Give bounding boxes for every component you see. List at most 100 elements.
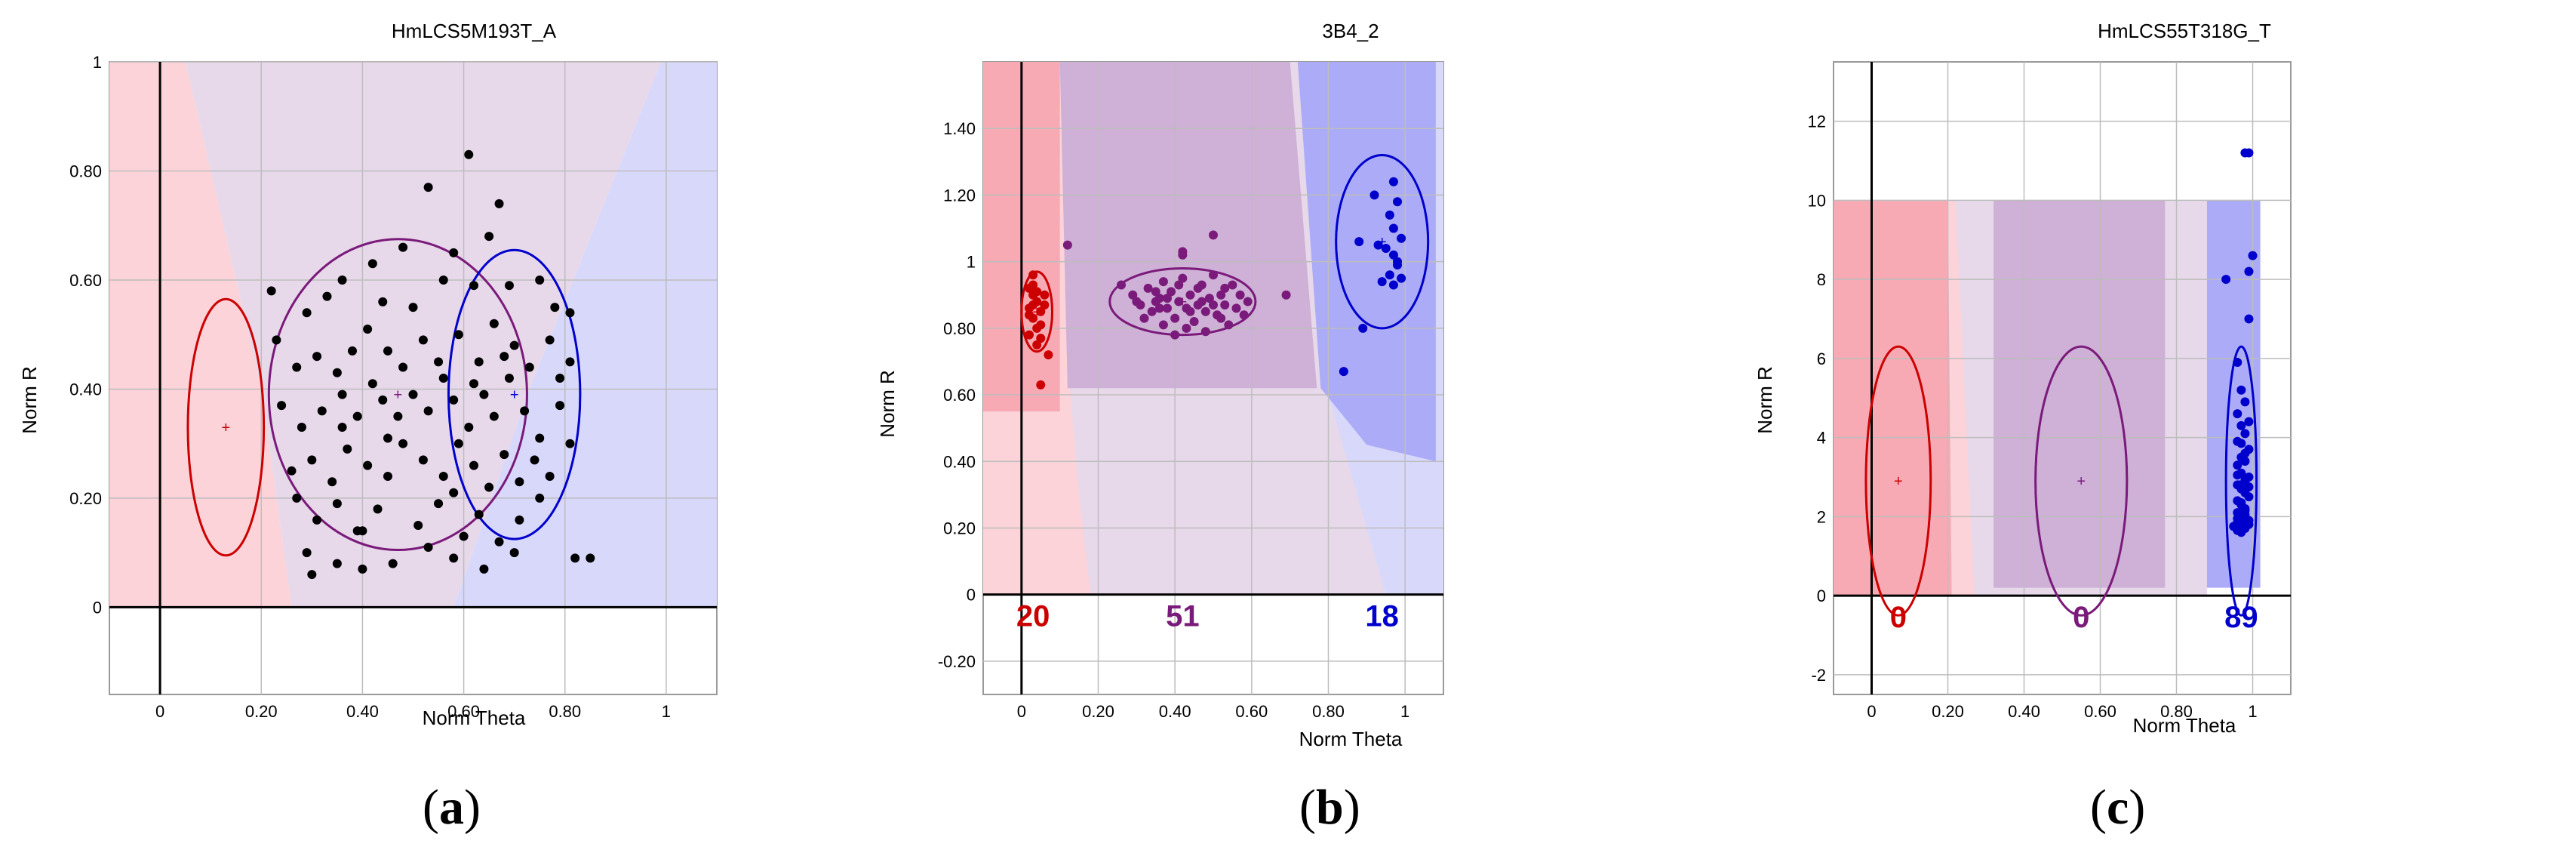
- data-point-black: [358, 526, 367, 536]
- cluster-count-blue: 89: [2224, 601, 2258, 634]
- data-point-black: [469, 281, 478, 291]
- data-point-blue: [2236, 420, 2246, 430]
- x-tick-label: 0.20: [1082, 702, 1114, 721]
- data-point-purple: [1209, 270, 1218, 280]
- y-tick-label: 4: [1817, 429, 1826, 448]
- data-point-blue: [1397, 273, 1406, 283]
- data-point-purple: [1209, 300, 1218, 309]
- data-point-red: [1032, 287, 1042, 297]
- data-point-purple: [1167, 287, 1176, 297]
- y-tick-label: 0.60: [69, 271, 102, 290]
- data-point-black: [423, 542, 433, 552]
- data-point-blue: [1388, 223, 1398, 233]
- purple-region: [109, 62, 662, 608]
- data-point-black: [423, 406, 433, 416]
- data-point-purple: [1158, 277, 1168, 287]
- data-point-purple: [1220, 300, 1230, 309]
- cluster-count-red: 0: [1890, 601, 1907, 634]
- data-point-blue: [2240, 506, 2250, 516]
- y-tick-label: 12: [1808, 112, 1826, 131]
- chart-panel-c: 0 0.20 0.40 0.60 0.80 1 -2 0 2 4 6 8 10 12 HmLCS55T318…: [1754, 20, 2292, 737]
- data-point-black: [449, 488, 459, 497]
- data-point-black: [337, 390, 347, 399]
- data-point-purple: [1281, 290, 1291, 300]
- data-point-black: [383, 472, 392, 482]
- y-axis-label: Norm R: [1754, 366, 1776, 434]
- data-point-black: [302, 308, 312, 318]
- cluster-count-purple: 0: [2073, 601, 2089, 634]
- data-point-blue: [1385, 270, 1394, 280]
- data-point-blue: [1377, 277, 1387, 287]
- data-point-purple: [1170, 330, 1180, 340]
- data-point-red: [1028, 280, 1038, 290]
- data-point-black: [398, 362, 408, 372]
- data-point-purple: [1158, 320, 1168, 330]
- data-point-blue: [2244, 417, 2254, 426]
- data-point-black: [438, 472, 448, 482]
- x-tick-label: 1: [662, 702, 671, 721]
- data-point-black: [383, 433, 392, 443]
- data-point-black: [343, 444, 352, 454]
- data-point-black: [332, 368, 342, 377]
- data-point-black: [277, 401, 287, 411]
- cluster-ellipse-purple: [2034, 345, 2129, 617]
- y-tick-label: 0: [967, 586, 976, 605]
- data-point-black: [332, 499, 342, 509]
- data-point-blue: [1393, 257, 1402, 266]
- data-point-black: [438, 275, 448, 285]
- panel-label-c: c: [2106, 780, 2129, 835]
- cluster-center-marker: +: [394, 387, 403, 404]
- data-point-purple: [1170, 313, 1180, 323]
- data-point-black: [302, 548, 312, 558]
- blue-region: [453, 62, 717, 608]
- data-point-black: [418, 455, 428, 465]
- x-tick-label: 0: [1867, 702, 1876, 721]
- data-point-black: [469, 379, 478, 389]
- data-point-purple: [1209, 230, 1218, 240]
- purple-region-core: [1059, 62, 1317, 389]
- cluster-ellipse-purple: [267, 238, 528, 552]
- data-point-blue: [2221, 275, 2231, 285]
- data-point-purple: [1132, 297, 1142, 306]
- data-point-black: [524, 362, 534, 372]
- y-tick-label: 10: [1808, 191, 1826, 210]
- data-point-blue: [2248, 251, 2258, 260]
- data-point-black: [363, 324, 373, 334]
- data-point-black: [398, 439, 408, 448]
- data-point-black: [535, 493, 545, 503]
- data-point-black: [367, 259, 377, 269]
- data-point-purple: [1117, 280, 1126, 290]
- x-axis-label: Norm Theta: [2133, 714, 2236, 737]
- data-point-black: [565, 357, 575, 367]
- data-point-black: [434, 357, 444, 367]
- x-tick-label: 0.60: [1235, 702, 1268, 721]
- data-point-black: [474, 510, 484, 519]
- data-point-blue: [2236, 385, 2246, 395]
- data-point-black: [413, 521, 423, 531]
- data-point-black: [545, 472, 555, 482]
- cluster-ellipse-red: [1020, 270, 1053, 353]
- data-point-purple: [1154, 303, 1164, 313]
- data-point-red: [1025, 330, 1034, 340]
- data-point-blue: [2244, 148, 2254, 158]
- data-point-purple: [1128, 290, 1138, 300]
- data-point-black: [474, 357, 484, 367]
- x-tick-label: 0.20: [1932, 702, 1964, 721]
- data-point-black: [555, 401, 565, 411]
- x-tick-label: 1: [1400, 702, 1409, 721]
- data-point-blue: [2236, 524, 2246, 534]
- data-point-black: [408, 390, 418, 399]
- data-point-black: [393, 411, 403, 421]
- panel-caption-c: (c): [2090, 780, 2146, 835]
- data-point-red: [1028, 270, 1038, 280]
- data-point-blue: [1358, 323, 1368, 333]
- data-point-black: [464, 149, 474, 159]
- panel-caption-a: (a): [423, 780, 481, 835]
- data-point-purple: [1185, 290, 1195, 300]
- data-point-black: [469, 460, 478, 470]
- data-point-black: [367, 379, 377, 389]
- panel-label-a: a: [438, 780, 464, 835]
- data-point-purple: [1220, 283, 1230, 293]
- data-point-black: [515, 515, 524, 525]
- data-point-blue: [1385, 210, 1394, 220]
